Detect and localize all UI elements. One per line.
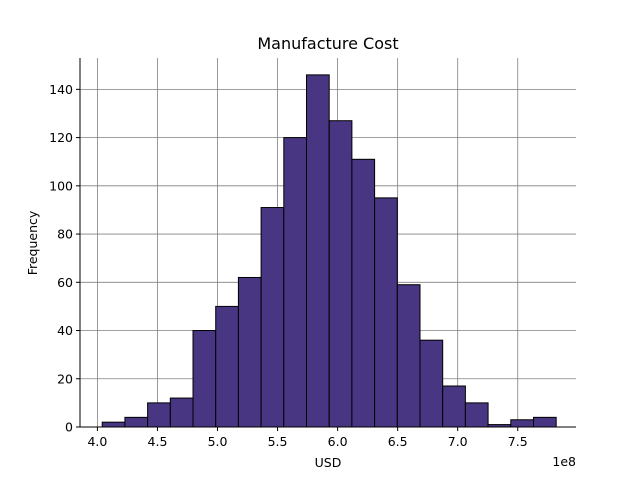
x-axis-offset-label: 1e8 bbox=[552, 454, 576, 469]
histogram-bar bbox=[147, 402, 171, 428]
histogram-bar bbox=[124, 416, 149, 428]
ticks: 4.0 4.5 5.0 5.5 6.0 6.5 7.0 7.5 0 20 40 60 80 100 120 1… bbox=[49, 82, 528, 449]
histogram-bar bbox=[101, 421, 126, 428]
x-tick-label: 6.5 bbox=[388, 434, 408, 449]
x-tick-label: 7.5 bbox=[508, 434, 528, 449]
y-tick-label: 80 bbox=[57, 227, 73, 242]
histogram-bar bbox=[237, 276, 262, 428]
histogram-bar bbox=[351, 158, 376, 428]
x-axis-label: USD bbox=[315, 455, 342, 470]
histogram-bar bbox=[192, 330, 217, 428]
y-tick-label: 60 bbox=[57, 275, 73, 290]
histogram-bar bbox=[396, 284, 421, 428]
histogram-bar bbox=[532, 416, 557, 428]
y-tick-label: 120 bbox=[49, 130, 73, 145]
axes bbox=[79, 58, 576, 428]
x-tick-label: 5.5 bbox=[268, 434, 288, 449]
y-tick-label: 0 bbox=[65, 420, 73, 435]
x-tick-label: 4.5 bbox=[148, 434, 168, 449]
x-tick-label: 5.0 bbox=[208, 434, 228, 449]
x-tick-label: 4.0 bbox=[87, 434, 107, 449]
bars bbox=[101, 74, 557, 428]
x-tick-label: 7.0 bbox=[448, 434, 468, 449]
y-axis-label: Frequency bbox=[25, 210, 40, 275]
y-tick-label: 20 bbox=[57, 371, 73, 386]
histogram-bar bbox=[328, 120, 353, 428]
y-tick-label: 40 bbox=[57, 323, 73, 338]
histogram-bar bbox=[464, 402, 489, 428]
histogram-bar bbox=[169, 397, 194, 428]
chart-title: Manufacture Cost bbox=[257, 34, 398, 53]
histogram-bar bbox=[260, 207, 285, 428]
histogram-bar bbox=[306, 74, 330, 428]
histogram-bar bbox=[283, 137, 308, 428]
y-tick-label: 140 bbox=[49, 82, 73, 97]
y-tick-label: 100 bbox=[49, 178, 73, 193]
x-tick-label: 6.0 bbox=[328, 434, 348, 449]
histogram-bar bbox=[419, 339, 444, 428]
histogram-bar bbox=[215, 305, 239, 428]
histogram-bar bbox=[374, 197, 398, 428]
histogram-bar bbox=[510, 419, 534, 428]
histogram-bar bbox=[442, 385, 466, 428]
